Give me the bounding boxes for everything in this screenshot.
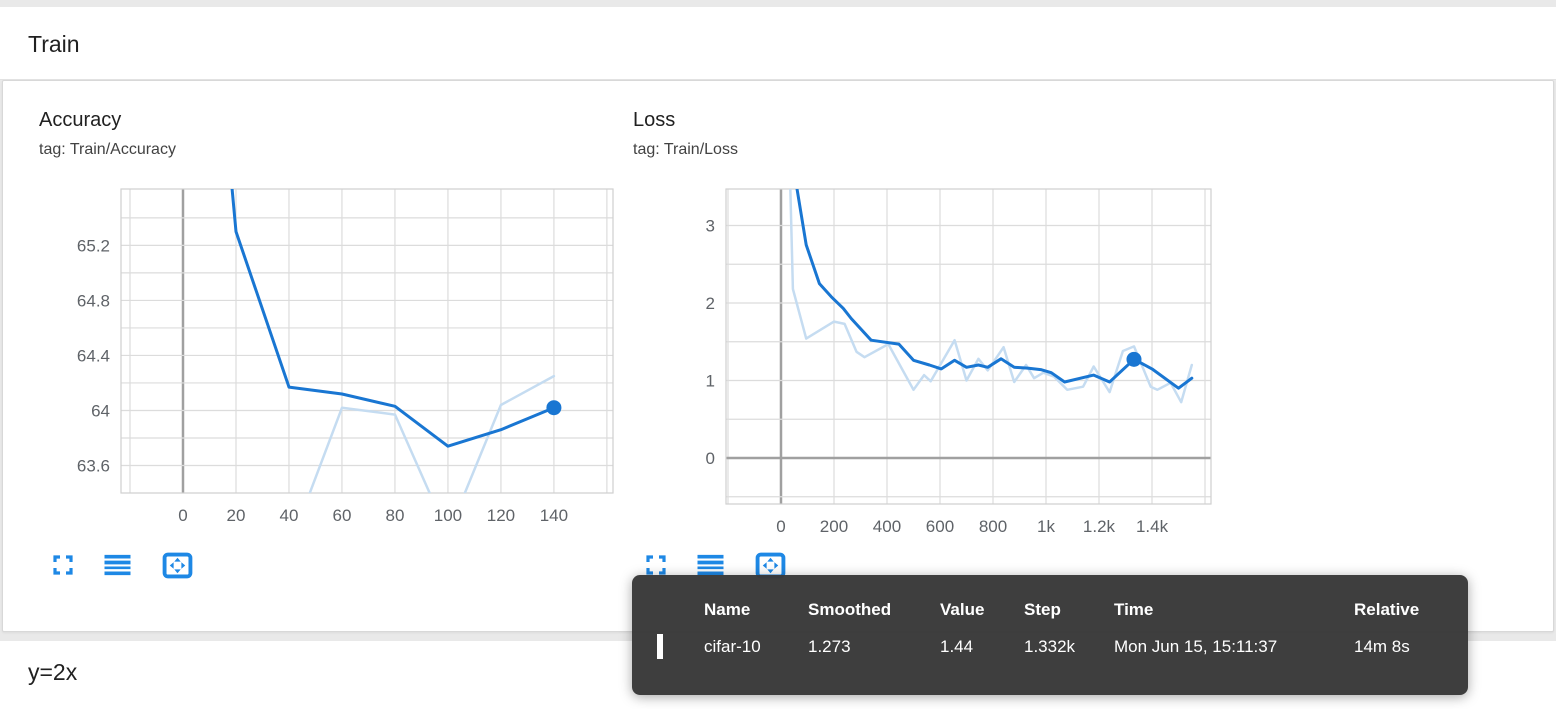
y-axis-tick-label: 2 (706, 294, 715, 313)
y-axis-tick-label: 1 (706, 371, 715, 390)
x-axis-tick-label: 1k (1037, 517, 1055, 536)
fullscreen-icon (53, 555, 73, 575)
y-axis-tick-label: 0 (706, 449, 715, 468)
loss-chart-tag: tag: Train/Loss (633, 141, 738, 158)
x-axis-tick-label: 1.4k (1136, 517, 1169, 536)
y-axis-tick-label: 64.4 (77, 346, 110, 365)
x-axis-tick-label: 200 (820, 517, 848, 536)
fullscreen-icon (646, 555, 666, 575)
x-axis-tick-label: 40 (280, 506, 299, 525)
tooltip-header-value: Value (940, 600, 985, 619)
plot-border (120, 188, 614, 494)
accuracy-chart-title: Accuracy (39, 109, 122, 131)
smoothed-series-line (795, 189, 1194, 390)
fit-domain-button[interactable] (160, 550, 195, 581)
accuracy-chart-toolbar (51, 547, 195, 583)
y-axis-tick-label: 3 (706, 216, 715, 235)
fullscreen-button[interactable] (644, 553, 668, 577)
tooltip-relative: 14m 8s (1354, 637, 1410, 656)
charts-card: Accuracy tag: Train/Accuracy 0 20 40 60 80 10… (2, 80, 1554, 632)
fit-domain-icon (162, 552, 193, 578)
smoothed-series-line (230, 189, 556, 448)
tooltip-time: Mon Jun 15, 15:11:37 (1114, 637, 1278, 656)
x-axis-tick-label: 0 (776, 517, 785, 536)
loss-chart[interactable]: 0 200 400 600 800 1k 1.2k 1.4k 0 1 2 3 (659, 184, 1224, 544)
x-axis-tick-label: 100 (434, 506, 462, 525)
runs-list-icon (697, 554, 724, 576)
raw-series-line (308, 374, 556, 493)
train-section-header[interactable]: Train (0, 7, 1556, 80)
plot-border (725, 188, 1212, 505)
tooltip-run-name: cifar-10 (704, 637, 761, 656)
run-color-swatch-cell (648, 637, 704, 657)
runs-list-icon (104, 554, 131, 576)
tooltip-header-name: Name (704, 600, 751, 619)
x-axis-tick-label: 400 (873, 517, 901, 536)
series-marker-dot (546, 400, 562, 416)
loss-chart-title: Loss (633, 109, 676, 131)
train-section-title: Train (28, 31, 80, 57)
fullscreen-button[interactable] (51, 553, 75, 577)
y2x-section-title: y=2x (28, 659, 78, 685)
tooltip-value: 1.44 (940, 637, 974, 656)
x-axis-tick-label: 800 (979, 517, 1007, 536)
accuracy-chart-tag: tag: Train/Accuracy (39, 141, 176, 158)
x-axis-tick-label: 600 (926, 517, 954, 536)
x-axis-tick-label: 20 (227, 506, 246, 525)
y-axis-tick-label: 63.6 (77, 456, 110, 475)
x-axis-tick-label: 0 (178, 506, 187, 525)
runs-list-button[interactable] (102, 552, 133, 578)
accuracy-chart[interactable]: 0 20 40 60 80 100 120 140 63.6 64 64.4 64.8 65.2 (39, 184, 624, 544)
tooltip-header-smoothed: Smoothed (808, 600, 892, 619)
tooltip-header-relative: Relative (1354, 600, 1420, 619)
y-axis-tick-label: 65.2 (77, 236, 110, 255)
tooltip-header-time: Time (1114, 600, 1154, 619)
x-axis-tick-label: 1.2k (1083, 517, 1116, 536)
tooltip-header-step: Step (1024, 600, 1061, 619)
series-marker-dot (1126, 351, 1142, 367)
tooltip-step: 1.332k (1024, 637, 1076, 656)
runs-list-button[interactable] (695, 552, 726, 578)
x-axis-tick-label: 60 (333, 506, 352, 525)
tooltip-smoothed-value: 1.273 (808, 637, 851, 656)
y-axis-tick-label: 64 (91, 401, 110, 420)
x-axis-tick-label: 140 (540, 506, 568, 525)
x-axis-tick-label: 80 (385, 506, 404, 525)
run-tooltip: Name Smoothed Value Step Time Relative c… (632, 575, 1468, 695)
x-axis-tick-label: 120 (487, 506, 515, 525)
y-axis-tick-label: 64.8 (77, 291, 110, 310)
